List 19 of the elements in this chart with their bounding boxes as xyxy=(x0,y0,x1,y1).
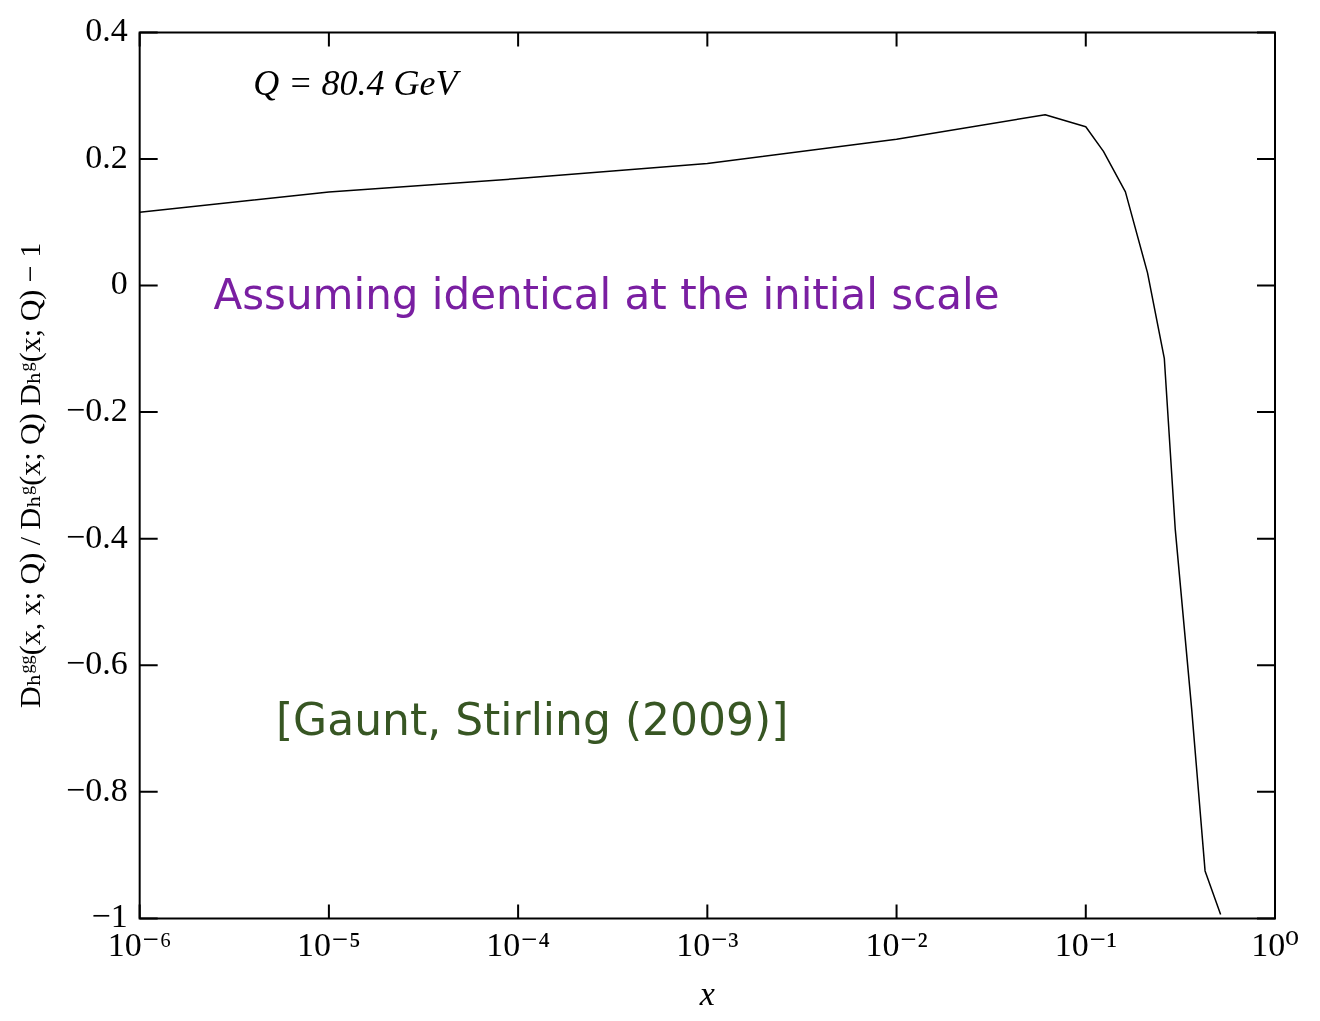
annotation: [Gaunt, Stirling (2009)] xyxy=(275,693,789,745)
x-tick-label: 10⁻¹ xyxy=(1054,925,1117,963)
y-tick-label: −0.6 xyxy=(65,644,128,682)
x-tick-label: 10⁻⁵ xyxy=(296,925,361,963)
annotation: Q = 80.4 GeV xyxy=(253,63,462,104)
x-tick-label: 10⁰ xyxy=(1251,925,1299,963)
y-tick-label: −0.8 xyxy=(65,770,128,808)
y-tick-label: 0 xyxy=(110,264,128,302)
y-tick-label: −0.2 xyxy=(65,391,128,429)
y-axis-title: Dₕᵍᵍ(x, x; Q) / Dₕᵍ(x; Q) Dₕᵍ(x; Q) − 1 xyxy=(12,242,47,709)
x-tick-label: 10⁻² xyxy=(865,925,928,963)
annotation: Assuming identical at the initial scale xyxy=(213,270,1000,320)
y-tick-label: −0.4 xyxy=(65,517,128,555)
y-tick-label: 0.2 xyxy=(85,137,128,175)
x-tick-label: 10⁻³ xyxy=(676,925,739,963)
x-tick-label: 10⁻⁴ xyxy=(486,925,551,963)
x-axis-title: x xyxy=(698,974,715,1012)
y-tick-label: −1 xyxy=(91,897,128,935)
y-tick-label: 0.4 xyxy=(85,11,128,49)
